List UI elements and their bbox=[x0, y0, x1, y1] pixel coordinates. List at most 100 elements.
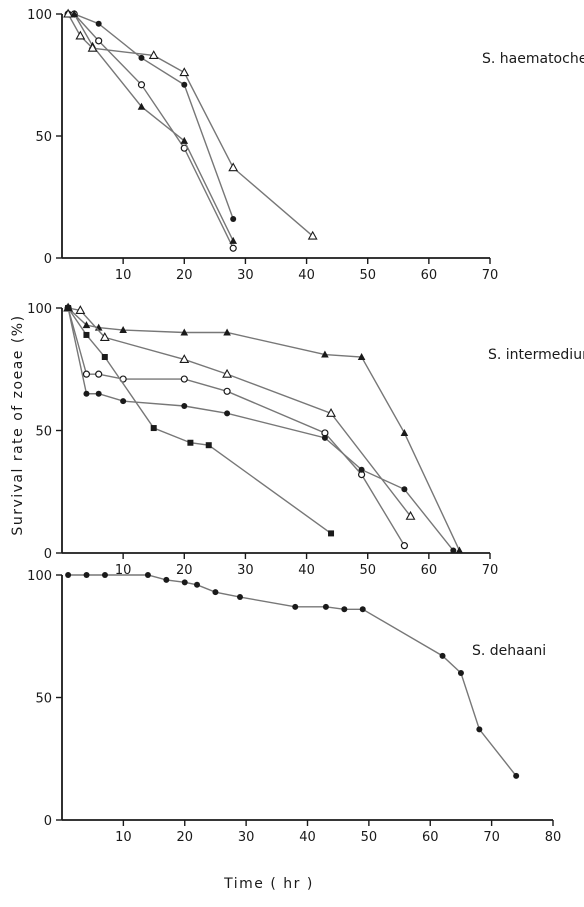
x-tick-label: 10 bbox=[115, 268, 132, 283]
x-tick-label: 40 bbox=[298, 563, 315, 578]
data-point-filled-circle bbox=[144, 572, 151, 578]
data-point-open-circle bbox=[223, 387, 231, 395]
x-tick-label: 30 bbox=[238, 830, 255, 845]
data-point-filled-circle bbox=[322, 603, 329, 610]
y-tick-label: 0 bbox=[44, 547, 52, 562]
chart-panel-s-dehaani: 10 20 30 40 50 60 70 80 0 50 100 bbox=[27, 569, 561, 845]
data-point-open-circle bbox=[82, 370, 91, 378]
data-point-open-triangle bbox=[75, 305, 86, 315]
x-tick-label: 60 bbox=[421, 268, 438, 283]
x-tick-label: 20 bbox=[176, 563, 193, 578]
chart-panel-s-intermedium: 10 20 30 40 50 60 70 0 50 100 bbox=[27, 302, 498, 578]
data-point-filled-circle bbox=[181, 403, 188, 409]
y-axis-title: Survival rate of zoeae (%) bbox=[10, 314, 26, 535]
data-point-filled-circle bbox=[83, 390, 90, 397]
data-point-filled-circle bbox=[450, 547, 457, 554]
data-point-open-triangle bbox=[222, 368, 233, 378]
data-point-filled-triangle bbox=[321, 350, 329, 358]
x-tick-label: 10 bbox=[115, 563, 132, 578]
series-line-filled-circle bbox=[68, 574, 517, 777]
data-point-filled-circle bbox=[181, 579, 188, 586]
data-point-filled-circle bbox=[101, 572, 108, 578]
data-point-filled-circle bbox=[95, 390, 102, 397]
data-point-filled-triangle bbox=[400, 428, 409, 436]
data-point-open-triangle bbox=[326, 408, 336, 417]
data-point-filled-circle bbox=[457, 670, 464, 676]
x-tick-label: 50 bbox=[359, 563, 376, 578]
data-point-open-triangle bbox=[179, 67, 190, 77]
data-point-open-circle bbox=[137, 81, 146, 89]
data-point-open-triangle bbox=[87, 42, 98, 52]
data-point-filled-square bbox=[150, 425, 157, 432]
x-tick-label: 60 bbox=[422, 830, 439, 845]
data-point-filled-triangle bbox=[180, 328, 189, 336]
data-point-filled-circle bbox=[120, 398, 127, 405]
y-tick-label: 0 bbox=[44, 252, 52, 267]
data-point-filled-circle bbox=[321, 434, 328, 441]
y-tick-label: 50 bbox=[35, 425, 52, 440]
data-point-open-circle bbox=[229, 244, 237, 252]
data-point-filled-square bbox=[101, 354, 108, 360]
series-line-filled-triangle bbox=[67, 307, 461, 551]
data-point-filled-square bbox=[187, 439, 194, 446]
data-point-filled-circle bbox=[230, 215, 237, 222]
data-point-filled-circle bbox=[341, 606, 348, 613]
x-tick-label: 30 bbox=[237, 563, 254, 578]
species-label-intermedium: S. intermedium bbox=[488, 347, 584, 363]
species-label-dehaani: S. dehaani bbox=[472, 643, 546, 659]
x-tick-label: 40 bbox=[298, 268, 315, 283]
data-point-filled-triangle bbox=[229, 236, 237, 244]
x-tick-label: 40 bbox=[299, 830, 316, 845]
y-tick-label: 100 bbox=[27, 8, 52, 23]
series-line-open-triangle bbox=[67, 307, 412, 517]
data-point-filled-circle bbox=[439, 652, 446, 659]
data-point-filled-square bbox=[328, 530, 335, 537]
series-line-open-circle bbox=[67, 307, 405, 547]
y-tick-label: 50 bbox=[35, 692, 52, 707]
data-point-open-triangle bbox=[75, 30, 86, 40]
x-tick-label: 10 bbox=[115, 830, 132, 845]
y-tick-label: 50 bbox=[35, 130, 52, 145]
x-tick-label: 30 bbox=[237, 268, 254, 283]
data-point-filled-circle bbox=[476, 726, 483, 733]
x-tick-label: 80 bbox=[545, 830, 562, 845]
x-axis-title: Time ( hr ) bbox=[223, 876, 314, 892]
series-line-filled-circle bbox=[67, 307, 454, 551]
series-line-filled-square bbox=[67, 307, 332, 534]
x-tick-label: 70 bbox=[482, 268, 499, 283]
data-point-filled-circle bbox=[138, 54, 145, 61]
x-tick-label: 20 bbox=[176, 268, 193, 283]
data-point-filled-circle bbox=[359, 606, 366, 613]
data-point-filled-triangle bbox=[455, 546, 464, 554]
data-point-filled-circle bbox=[224, 410, 231, 417]
x-tick-label: 50 bbox=[359, 268, 376, 283]
data-point-open-circle bbox=[95, 37, 103, 45]
data-point-filled-circle bbox=[95, 20, 102, 27]
data-point-filled-circle bbox=[236, 594, 243, 601]
data-point-filled-circle bbox=[292, 603, 299, 610]
x-tick-label: 60 bbox=[421, 563, 438, 578]
data-point-open-triangle bbox=[99, 332, 110, 341]
data-point-open-triangle bbox=[179, 354, 190, 364]
data-point-filled-circle bbox=[212, 589, 219, 596]
data-point-open-triangle bbox=[405, 510, 416, 520]
x-tick-label: 20 bbox=[176, 830, 193, 845]
data-point-open-triangle bbox=[148, 50, 159, 60]
data-point-filled-triangle bbox=[180, 136, 189, 144]
x-tick-label: 70 bbox=[482, 563, 499, 578]
data-point-open-triangle bbox=[307, 230, 318, 240]
data-point-open-triangle bbox=[63, 8, 74, 18]
data-point-filled-circle bbox=[181, 81, 188, 88]
data-point-open-circle bbox=[400, 542, 408, 550]
data-point-filled-square bbox=[83, 331, 90, 338]
data-point-filled-circle bbox=[358, 466, 365, 473]
data-point-filled-circle bbox=[83, 572, 90, 578]
x-tick-label: 70 bbox=[483, 830, 500, 845]
y-tick-label: 0 bbox=[44, 814, 52, 829]
species-label-haematocheir: S. haematocheir bbox=[482, 51, 584, 67]
x-tick-label: 50 bbox=[361, 830, 378, 845]
data-point-open-circle bbox=[95, 370, 103, 378]
data-point-filled-triangle bbox=[357, 353, 366, 360]
data-point-filled-triangle bbox=[82, 321, 91, 329]
